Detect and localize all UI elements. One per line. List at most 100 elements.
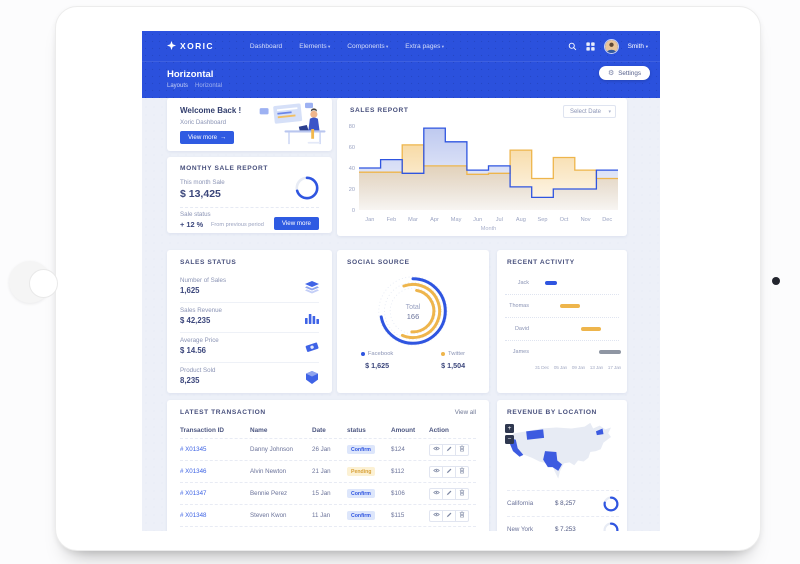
- welcome-view-more-button[interactable]: View more →: [180, 131, 235, 144]
- delete-action-button[interactable]: [455, 465, 469, 478]
- map-zoom-in-button[interactable]: +: [505, 424, 514, 433]
- legend-item-facebook: Facebook $ 1,625: [360, 351, 393, 370]
- edit-action-button[interactable]: [442, 509, 456, 522]
- view-action-button[interactable]: [429, 509, 443, 522]
- status-value: 1,625: [180, 286, 200, 295]
- transaction-amount: $106: [391, 490, 405, 497]
- edit-action-button[interactable]: [442, 443, 456, 456]
- delete-action-button[interactable]: [455, 443, 469, 456]
- delete-action-button[interactable]: [455, 487, 469, 500]
- select-date-dropdown[interactable]: Select Date: [562, 105, 616, 118]
- edit-action-button[interactable]: [442, 487, 456, 500]
- view-action-button[interactable]: [429, 465, 443, 478]
- eye-icon: [432, 490, 440, 497]
- axis-tick: 13 Jan: [589, 366, 603, 371]
- delete-icon: [459, 467, 465, 476]
- svg-text:Aug: Aug: [516, 217, 526, 223]
- map-zoom-out-button[interactable]: −: [505, 435, 514, 444]
- divider: [180, 362, 319, 363]
- nav-item-dashboard[interactable]: Dashboard: [249, 42, 283, 50]
- transaction-id-link[interactable]: # X01348: [180, 512, 207, 519]
- legend-label: Twitter: [448, 351, 466, 357]
- user-menu[interactable]: Smith ▾: [628, 43, 648, 50]
- axis-tick: 17 Jan: [607, 366, 621, 371]
- monthly-view-more-button[interactable]: View more: [273, 217, 319, 230]
- avatar[interactable]: [603, 38, 619, 54]
- status-row-product-sold: Product Sold 8,235: [180, 363, 319, 392]
- transactions-table: Transaction ID Name Date status Amount Action…: [180, 423, 476, 531]
- activity-bar: [598, 350, 621, 354]
- sales-report-chart: 0 20 40 60 80 Jan Feb Mar Apr May Jun Jul Aug Sep Oct N…: [349, 124, 618, 232]
- transaction-date: 11 Jan: [312, 512, 331, 519]
- transaction-id-link[interactable]: # X01346: [180, 468, 207, 475]
- edit-icon: [446, 512, 452, 520]
- transaction-date: 26 Jan: [312, 446, 331, 453]
- status-badge: Confirm: [347, 511, 375, 520]
- logo-icon: [167, 40, 176, 52]
- settings-button[interactable]: ⚙ Settings: [598, 66, 650, 80]
- delete-icon: [459, 445, 465, 454]
- brand-logo[interactable]: XORIC: [167, 40, 214, 52]
- edit-icon: [446, 468, 452, 476]
- axis-tick: 09 Jan: [571, 366, 585, 371]
- location-name: New York: [507, 526, 534, 531]
- axis-tick: 31 Dec: [535, 366, 549, 371]
- location-value: $ 8,257: [555, 500, 576, 507]
- transaction-name: Danny Johnson: [250, 446, 293, 453]
- state-new-york: [595, 428, 604, 436]
- transaction-amount: $124: [391, 446, 405, 453]
- breadcrumb-layouts[interactable]: Layouts: [167, 83, 189, 89]
- svg-text:40: 40: [349, 166, 355, 172]
- transaction-amount: $112: [391, 468, 405, 475]
- activity-name: James: [512, 349, 529, 355]
- edit-action-button[interactable]: [442, 465, 456, 478]
- grid-icon[interactable]: [585, 41, 595, 51]
- column-header-amount: Amount: [391, 427, 416, 434]
- revenue-location-card: REVENUE BY LOCATION + − California $ 8,25…: [497, 400, 627, 531]
- divider: [180, 207, 319, 208]
- nav-item-components[interactable]: Components ▾: [347, 42, 389, 50]
- nav-item-elements[interactable]: Elements ▾: [299, 42, 331, 50]
- table-row: # X01347 Bennie Perez 15 Jan Confirm $106: [180, 482, 476, 504]
- svg-text:Apr: Apr: [430, 217, 439, 223]
- activity-bar: [545, 281, 557, 285]
- location-name: California: [507, 500, 534, 507]
- svg-text:Feb: Feb: [387, 217, 397, 223]
- delete-action-button[interactable]: [455, 509, 469, 522]
- transaction-date: 15 Jan: [312, 490, 331, 497]
- svg-text:20: 20: [349, 187, 355, 193]
- chevron-down-icon: ▾: [440, 43, 445, 49]
- column-header-date: Date: [312, 427, 326, 434]
- nav-item-extra-pages[interactable]: Extra pages ▾: [405, 42, 445, 50]
- sales-report-card: SALES REPORT Select Date 0 20 40 60 80 Jan Feb…: [337, 98, 627, 236]
- svg-text:80: 80: [349, 124, 355, 130]
- transaction-name: Steven Kwon: [250, 512, 287, 519]
- edit-icon: [446, 490, 452, 498]
- table-row: # X01346 Alvin Newton 21 Jan Pending $112: [180, 460, 476, 482]
- status-label: Product Sold: [180, 367, 216, 374]
- status-label: Sales Revenue: [180, 307, 222, 314]
- transaction-id-link[interactable]: # X01347: [180, 490, 207, 497]
- search-icon[interactable]: [568, 42, 577, 51]
- chevron-down-icon: ▾: [645, 43, 648, 49]
- social-legend: Facebook $ 1,625 Twitter $ 1,504: [337, 351, 489, 370]
- activity-name: David: [514, 326, 529, 332]
- location-progress-ring: [603, 496, 619, 517]
- us-map-outline: [508, 422, 612, 479]
- transaction-amount: $115: [391, 512, 405, 519]
- state-montana: [526, 429, 545, 440]
- legend-value: $ 1,504: [441, 361, 466, 370]
- subheader: Horizontal Layouts Horizontal ⚙ Settings: [142, 62, 660, 89]
- svg-text:0: 0: [352, 208, 355, 214]
- transaction-id-link[interactable]: # X01345: [180, 446, 207, 453]
- svg-text:Nov: Nov: [581, 217, 591, 223]
- page-title: Horizontal: [167, 69, 214, 80]
- view-all-link[interactable]: View all: [454, 409, 476, 416]
- view-action-button[interactable]: [429, 443, 443, 456]
- table-row: # X01349Bryan Roark08 JanCancel$105: [180, 526, 476, 531]
- view-action-button[interactable]: [429, 487, 443, 500]
- settings-label: Settings: [618, 69, 641, 77]
- nav-right: Smith ▾: [568, 38, 648, 54]
- svg-text:Total: Total: [406, 304, 421, 311]
- sales-status-title: SALES STATUS: [180, 259, 237, 266]
